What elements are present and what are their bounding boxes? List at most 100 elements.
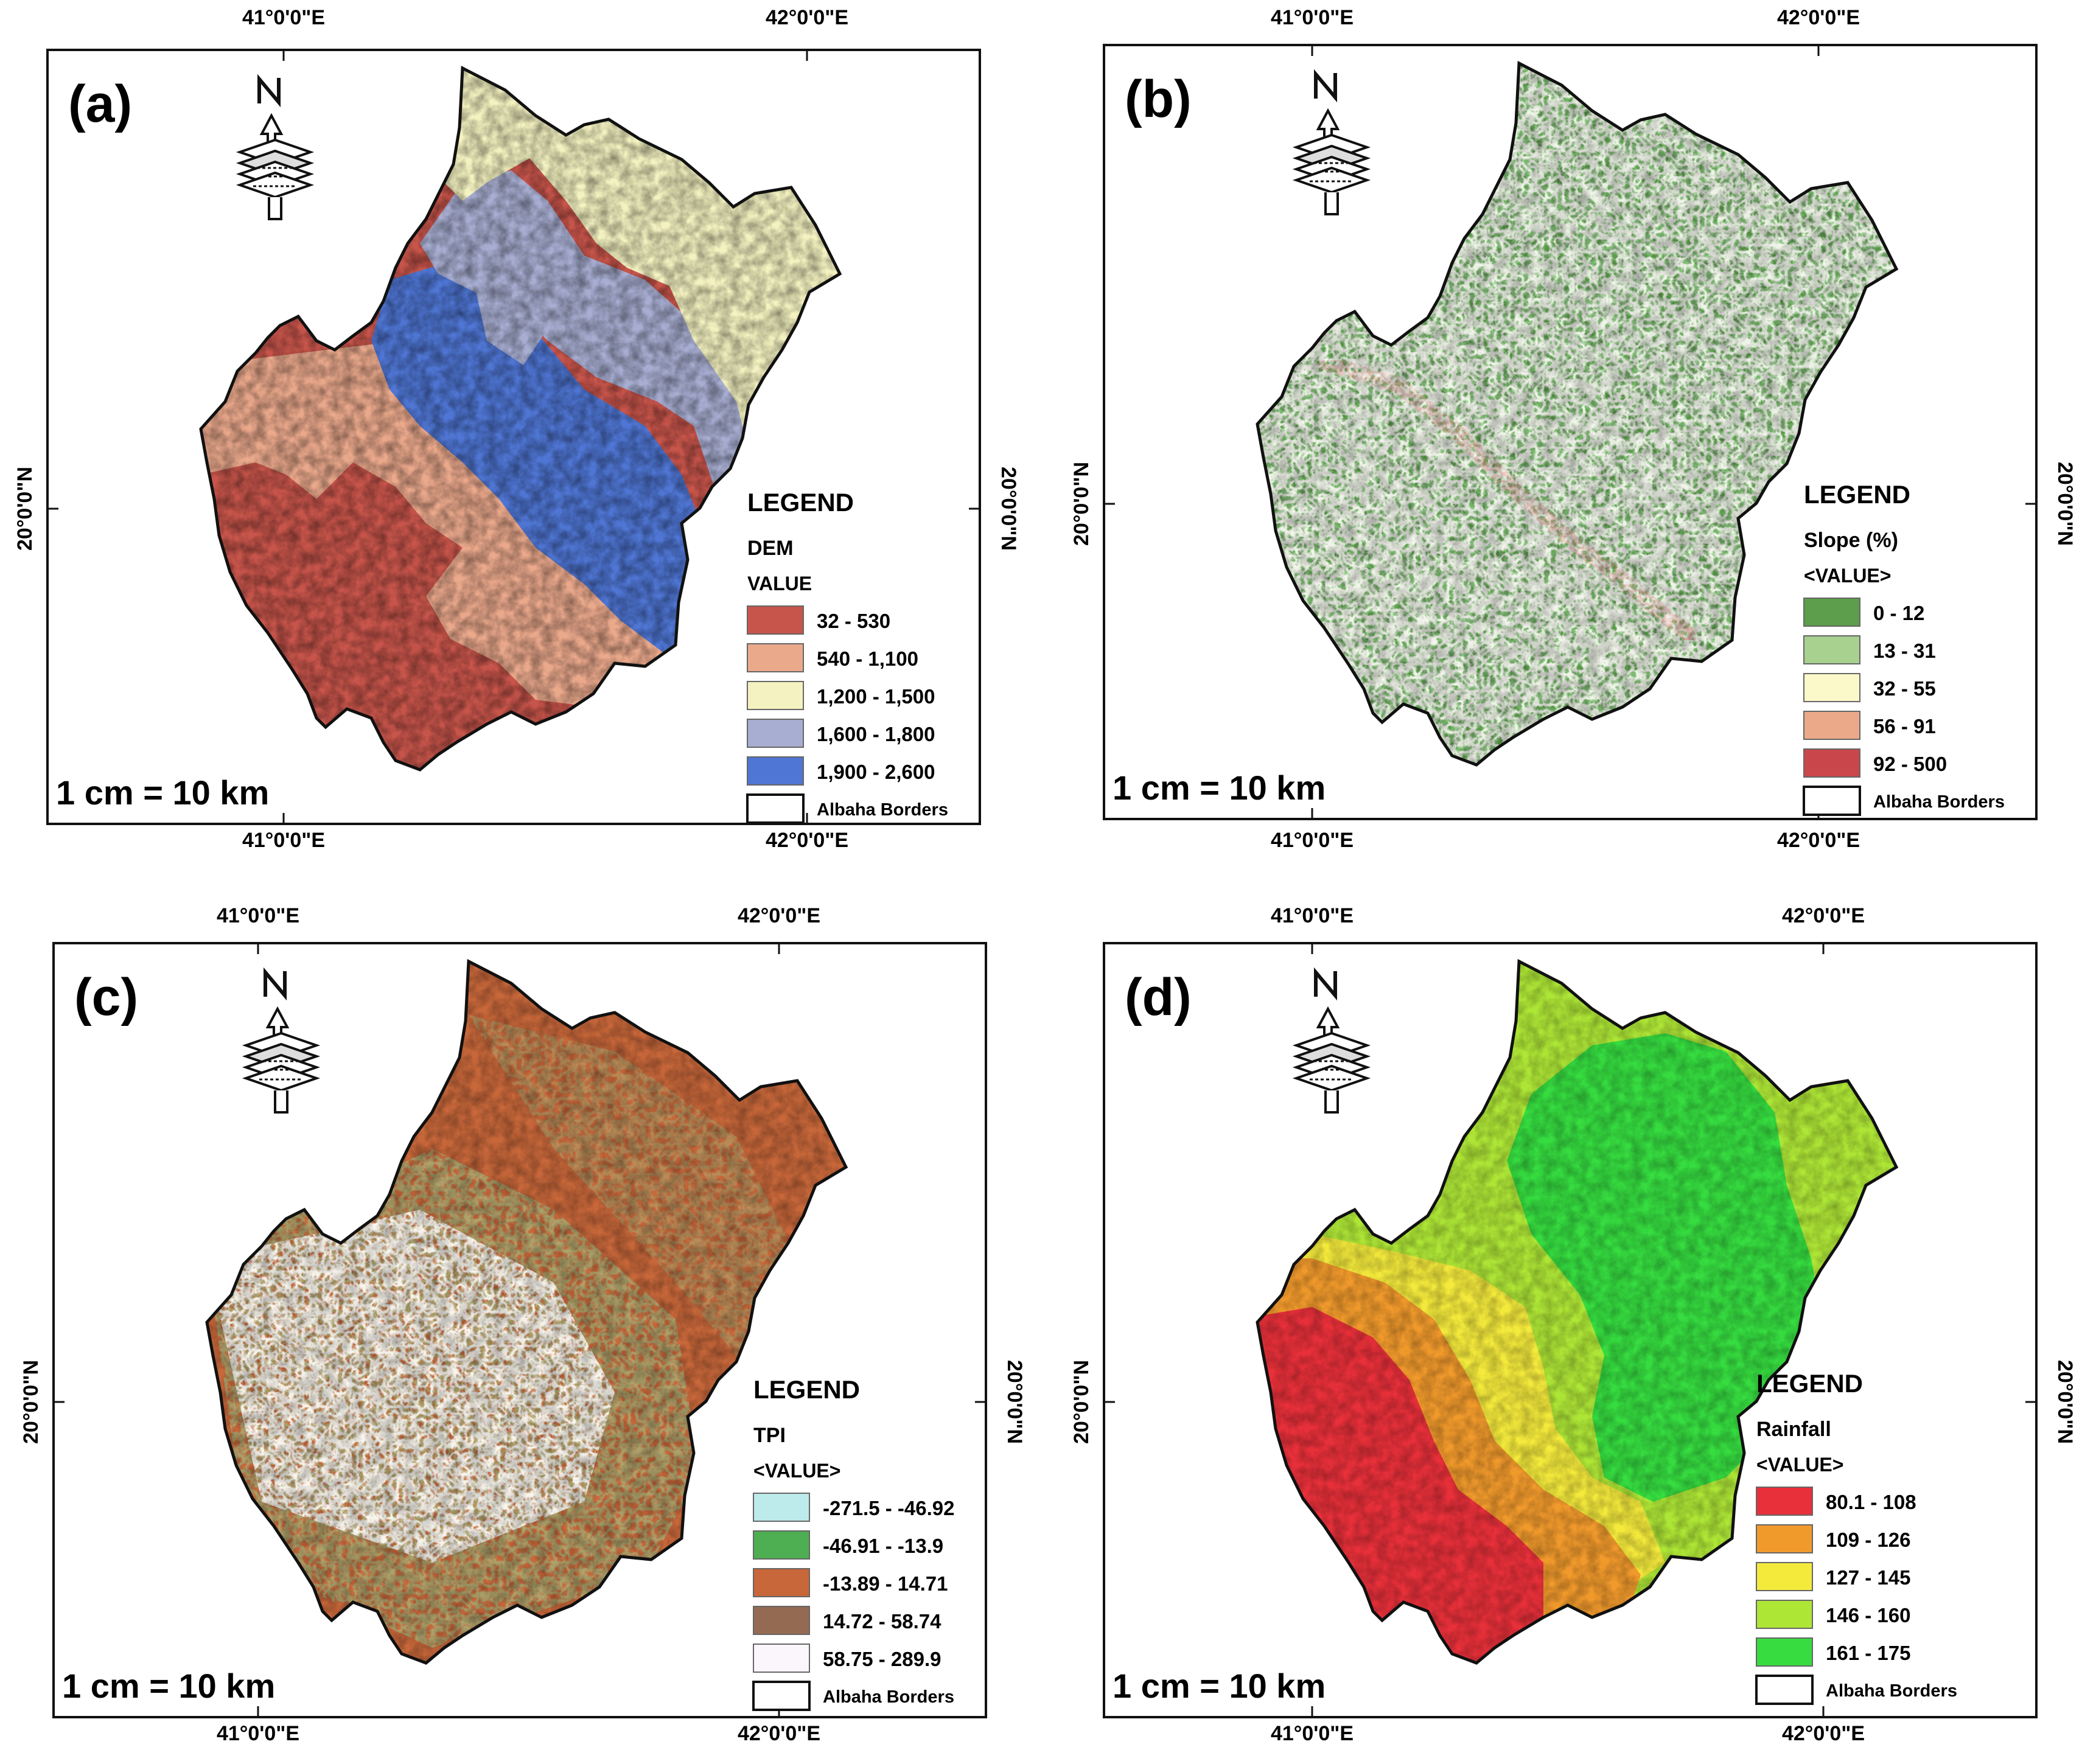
legend-swatch	[753, 1568, 810, 1597]
scale-label: 1 cm = 10 km	[56, 773, 269, 812]
panel-c-overlay: (c)N1 cm = 10 km41°0'0"E41°0'0"E42°0'0"E…	[19, 904, 1026, 1745]
legend-item: 13 - 31	[1803, 635, 1936, 664]
legend-layer-title: TPI	[753, 1424, 786, 1447]
panel-tag: (a)	[68, 75, 132, 133]
legend-item-label: 80.1 - 108	[1826, 1491, 1916, 1513]
legend-swatch	[747, 605, 804, 635]
legend-border-swatch	[1803, 786, 1861, 816]
scale-label: 1 cm = 10 km	[62, 1667, 275, 1705]
legend-item-label: 32 - 530	[817, 610, 890, 632]
legend-item-label: 540 - 1,100	[817, 647, 918, 670]
latitude-label-right: 20°0'0"N	[1003, 1360, 1026, 1444]
longitude-label-top: 42°0'0"E	[738, 904, 820, 927]
legend-item: 1,200 - 1,500	[747, 681, 935, 710]
tpi-raster	[207, 961, 846, 1663]
legend-item: 127 - 145	[1756, 1562, 1910, 1591]
longitude-label-bottom: 41°0'0"E	[1271, 1722, 1354, 1745]
legend-value-label: VALUE	[747, 573, 812, 594]
legend-swatch	[753, 1644, 810, 1673]
longitude-label-top: 42°0'0"E	[1782, 904, 1865, 927]
scale-label: 1 cm = 10 km	[1113, 769, 1326, 807]
legend-title: LEGEND	[1756, 1369, 1863, 1398]
legend-item-label: 109 - 126	[1826, 1529, 1910, 1551]
legend-swatch	[1803, 748, 1860, 778]
scale-label: 1 cm = 10 km	[1113, 1667, 1326, 1705]
latitude-label-left: 20°0'0"N	[1070, 1360, 1093, 1444]
latitude-label-left: 20°0'0"N	[19, 1360, 43, 1444]
legend-swatch	[753, 1606, 810, 1635]
legend-layer-title: DEM	[747, 537, 794, 560]
legend-swatch	[1756, 1562, 1813, 1591]
legend-item: -46.91 - -13.9	[753, 1530, 943, 1560]
longitude-label-bottom: 41°0'0"E	[242, 829, 325, 852]
legend-swatch	[1756, 1637, 1813, 1667]
legend-item: 161 - 175	[1756, 1637, 1910, 1667]
legend-border-label: Albaha Borders	[817, 800, 948, 820]
legend-item: 58.75 - 289.9	[753, 1644, 941, 1673]
legend: LEGEND TPI <VALUE> -271.5 - -46.92 -46.91 - …	[752, 1375, 954, 1711]
legend-item: -271.5 - -46.92	[753, 1493, 954, 1522]
legend-item-label: 14.72 - 58.74	[823, 1610, 941, 1633]
legend-item: 146 - 160	[1756, 1600, 1910, 1629]
panel-tag: (c)	[74, 968, 138, 1027]
legend-item: 109 - 126	[1756, 1524, 1910, 1553]
legend-item-label: -13.89 - 14.71	[823, 1572, 948, 1595]
legend-border-label: Albaha Borders	[1826, 1681, 1957, 1701]
legend-item: -13.89 - 14.71	[753, 1568, 948, 1597]
legend-item: 0 - 12	[1803, 598, 1924, 627]
longitude-label-top: 42°0'0"E	[766, 6, 848, 29]
longitude-label-top: 41°0'0"E	[1271, 6, 1354, 29]
legend-item-label: 92 - 500	[1873, 753, 1947, 775]
longitude-label-bottom: 42°0'0"E	[766, 829, 848, 852]
legend-swatch	[1756, 1524, 1813, 1553]
longitude-label-bottom: 42°0'0"E	[1777, 829, 1860, 852]
legend-item: 56 - 91	[1803, 711, 1936, 740]
panel-c	[52, 942, 987, 1718]
legend-item-label: 1,600 - 1,800	[817, 723, 935, 745]
panel-b	[1103, 44, 2038, 820]
legend-swatch	[1803, 673, 1860, 702]
legend-item-label: 13 - 31	[1873, 640, 1936, 662]
legend-item-label: 0 - 12	[1873, 602, 1924, 624]
longitude-label-bottom: 42°0'0"E	[1782, 1722, 1865, 1745]
legend-item-label: 146 - 160	[1826, 1604, 1910, 1626]
legend-swatch	[1756, 1600, 1813, 1629]
legend-item: 540 - 1,100	[747, 643, 918, 672]
latitude-label-right: 20°0'0"N	[2053, 1360, 2077, 1444]
legend-swatch	[1803, 635, 1860, 664]
longitude-label-top: 41°0'0"E	[1271, 904, 1354, 927]
legend-item-label: -46.91 - -13.9	[823, 1535, 943, 1557]
legend-title: LEGEND	[747, 488, 854, 517]
longitude-label-bottom: 41°0'0"E	[1271, 829, 1354, 852]
panel-tag: (d)	[1125, 968, 1192, 1027]
legend-swatch	[753, 1493, 810, 1522]
panel-d-overlay: (d)N1 cm = 10 km41°0'0"E41°0'0"E42°0'0"E…	[1070, 904, 2077, 1745]
legend-item: 32 - 530	[747, 605, 890, 635]
legend-item-label: 1,200 - 1,500	[817, 685, 935, 708]
legend-item-label: 161 - 175	[1826, 1642, 1910, 1664]
legend-swatch	[747, 643, 804, 672]
legend-item-label: 127 - 145	[1826, 1566, 1910, 1589]
legend-border-label: Albaha Borders	[1873, 792, 2005, 812]
legend-layer-title: Rainfall	[1756, 1418, 1831, 1441]
legend-item-label: 56 - 91	[1873, 715, 1936, 737]
legend-item-label: 32 - 55	[1873, 677, 1936, 700]
longitude-label-top: 41°0'0"E	[242, 6, 325, 29]
legend: LEGEND Rainfall <VALUE> 80.1 - 108 109 - 126…	[1755, 1369, 1957, 1705]
legend-swatch	[747, 756, 804, 786]
longitude-label-top: 41°0'0"E	[217, 904, 299, 927]
latitude-label-left: 20°0'0"N	[13, 467, 37, 551]
legend-item: 80.1 - 108	[1756, 1487, 1916, 1516]
legend-border-label: Albaha Borders	[823, 1687, 954, 1707]
legend-swatch	[1803, 598, 1860, 627]
legend-border-swatch	[752, 1681, 811, 1711]
latitude-label-right: 20°0'0"N	[997, 467, 1020, 551]
panel-a	[46, 49, 981, 825]
legend-border-swatch	[1755, 1675, 1814, 1705]
legend-title: LEGEND	[753, 1375, 860, 1404]
legend-item: 92 - 500	[1803, 748, 1947, 778]
legend: LEGEND Slope (%) <VALUE> 0 - 12 13 - 31 32 - …	[1803, 480, 2005, 816]
legend-value-label: <VALUE>	[1804, 565, 1891, 587]
